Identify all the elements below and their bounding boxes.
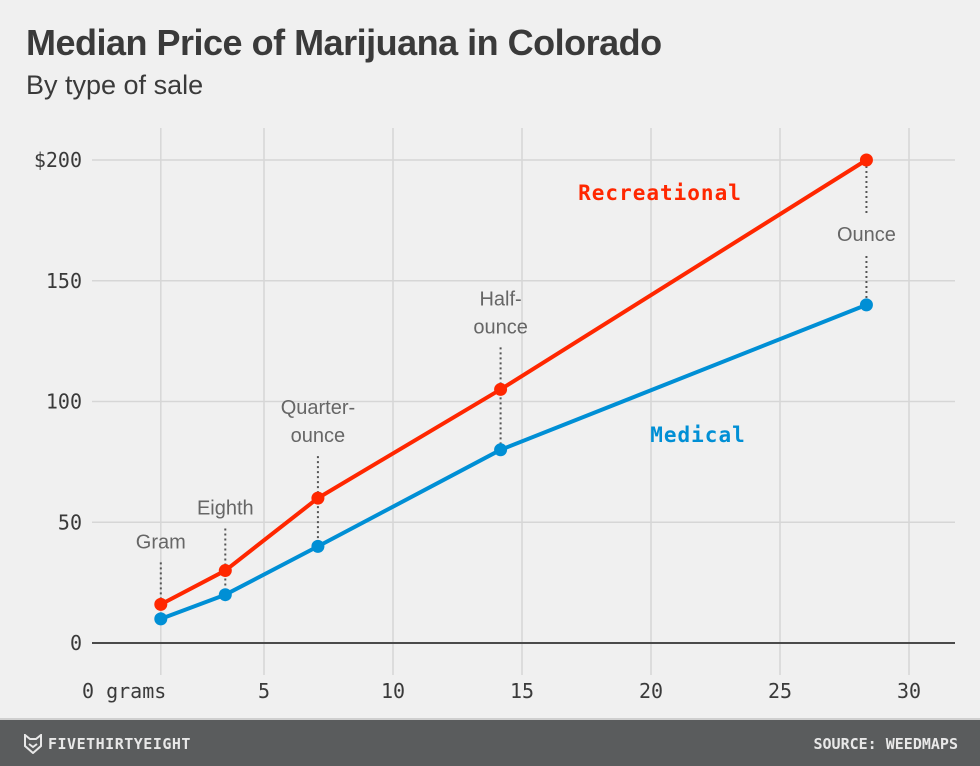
annotation-label: Quarter- bbox=[281, 397, 355, 419]
data-point-medical bbox=[218, 588, 232, 602]
annotation-label: Half- bbox=[479, 288, 521, 310]
chart-subtitle: By type of sale bbox=[26, 70, 204, 100]
series-line-medical bbox=[160, 303, 868, 621]
x-tick-label: 25 bbox=[768, 679, 792, 703]
annotation-label: ounce bbox=[291, 425, 346, 447]
annotation-label: ounce bbox=[473, 316, 528, 338]
data-point-recreational bbox=[311, 491, 325, 505]
x-tick-label: 0 grams bbox=[82, 679, 166, 703]
y-tick-label: 100 bbox=[46, 390, 82, 414]
fox-icon bbox=[24, 734, 42, 754]
line-chart: 0 50 100 150 $200 0 grams 5 10 15 20 25 30 Gram Eight… bbox=[34, 128, 955, 703]
annotation-label: Ounce bbox=[837, 224, 896, 246]
y-tick-label: $200 bbox=[34, 148, 82, 172]
x-tick-label: 15 bbox=[510, 679, 534, 703]
source-credit: SOURCE: WEEDMAPS bbox=[813, 735, 959, 753]
series-label-recreational: Recreational bbox=[578, 181, 742, 205]
data-point-recreational bbox=[859, 153, 873, 167]
data-point-recreational bbox=[218, 564, 232, 578]
x-tick-label: 20 bbox=[639, 679, 663, 703]
footer-bar: FIVETHIRTYEIGHT SOURCE: WEEDMAPS bbox=[0, 718, 980, 766]
data-point-medical bbox=[859, 298, 873, 312]
data-point-recreational bbox=[494, 382, 508, 396]
data-point-medical bbox=[311, 539, 325, 553]
brand-name: FIVETHIRTYEIGHT bbox=[48, 735, 191, 753]
series-label-medical: Medical bbox=[650, 423, 746, 447]
data-point-medical bbox=[154, 612, 168, 626]
annotation-label: Eighth bbox=[197, 498, 254, 520]
x-tick-label: 30 bbox=[897, 679, 921, 703]
y-tick-label: 50 bbox=[58, 510, 82, 534]
series-line-recreational bbox=[159, 158, 868, 607]
data-point-medical bbox=[494, 443, 508, 457]
y-tick-label: 150 bbox=[46, 269, 82, 293]
annotation-label: Gram bbox=[136, 531, 186, 553]
y-tick-label: 0 bbox=[70, 631, 82, 655]
x-tick-label: 10 bbox=[381, 679, 405, 703]
chart-title: Median Price of Marijuana in Colorado bbox=[26, 22, 662, 63]
data-point-recreational bbox=[154, 597, 168, 611]
brand-logo: FIVETHIRTYEIGHT bbox=[24, 734, 191, 754]
x-tick-label: 5 bbox=[258, 679, 270, 703]
